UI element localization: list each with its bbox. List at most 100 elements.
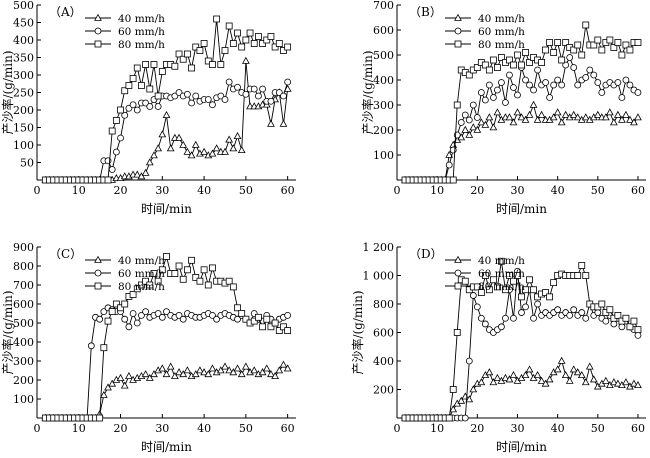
data-point bbox=[586, 66, 594, 74]
data-point bbox=[163, 253, 170, 260]
data-point bbox=[150, 270, 158, 278]
data-point bbox=[221, 362, 229, 370]
data-point bbox=[630, 118, 638, 126]
data-point bbox=[445, 414, 453, 422]
data-point bbox=[188, 99, 195, 107]
data-point bbox=[229, 40, 237, 47]
panel-label: （D） bbox=[409, 247, 443, 261]
x-tick-label: 30 bbox=[510, 184, 524, 197]
x-tick-label: 20 bbox=[470, 184, 484, 197]
data-point bbox=[200, 40, 208, 47]
data-point bbox=[542, 46, 549, 54]
data-point bbox=[225, 22, 233, 30]
data-point bbox=[225, 78, 233, 86]
data-point bbox=[213, 315, 221, 323]
data-point bbox=[170, 371, 179, 379]
data-point bbox=[634, 39, 642, 46]
chart-panel-4: 0 10 20 30 40 50 60 200 400 600 800 1 000 1 200 时间/mi… bbox=[350, 241, 646, 454]
y-tick-label: 500 bbox=[13, 317, 34, 330]
data-point bbox=[481, 320, 489, 328]
data-point bbox=[582, 272, 590, 279]
data-point bbox=[582, 74, 590, 81]
panel-label: （A） bbox=[49, 5, 82, 19]
data-point bbox=[187, 151, 196, 159]
data-point bbox=[494, 283, 501, 291]
data-point bbox=[191, 370, 200, 378]
data-point bbox=[138, 82, 145, 89]
data-point bbox=[121, 300, 129, 308]
data-point bbox=[213, 15, 221, 23]
data-point bbox=[208, 149, 217, 157]
chart-panel-1: 0 10 20 30 40 50 60 50 100 150 200 250 300 350 400 450 5… bbox=[0, 0, 296, 216]
data-point bbox=[142, 61, 150, 68]
data-point bbox=[609, 118, 618, 126]
data-point bbox=[108, 308, 116, 316]
data-point bbox=[630, 379, 638, 387]
y-tick-label: 900 bbox=[13, 241, 34, 254]
data-point bbox=[634, 113, 642, 121]
data-point bbox=[192, 273, 200, 281]
data-point bbox=[179, 275, 187, 283]
data-point bbox=[267, 119, 275, 127]
data-point bbox=[112, 117, 120, 124]
data-point bbox=[477, 89, 485, 96]
data-point bbox=[283, 364, 292, 372]
y-tick-label: 1 200 bbox=[363, 241, 395, 254]
data-point bbox=[557, 356, 566, 364]
data-point bbox=[514, 272, 521, 279]
data-point bbox=[204, 57, 212, 65]
data-point bbox=[574, 272, 582, 279]
data-point bbox=[570, 64, 578, 71]
data-point bbox=[582, 21, 590, 29]
data-point bbox=[267, 33, 275, 40]
legend: 40 mm/h60 mm/h80 mm/h bbox=[445, 255, 525, 293]
data-point bbox=[505, 375, 514, 383]
x-tick-label: 50 bbox=[239, 422, 253, 435]
data-point bbox=[242, 90, 250, 98]
series-square bbox=[401, 257, 642, 422]
x-axis-label: 时间/min bbox=[141, 440, 192, 454]
data-point bbox=[622, 41, 630, 49]
data-point bbox=[221, 96, 229, 103]
data-point bbox=[461, 414, 469, 422]
data-point bbox=[234, 304, 241, 312]
data-point bbox=[183, 147, 192, 155]
data-point bbox=[622, 110, 630, 118]
data-point bbox=[108, 127, 116, 135]
legend: 40 mm/h60 mm/h80 mm/h bbox=[85, 255, 165, 293]
data-point bbox=[229, 368, 238, 376]
data-point bbox=[530, 286, 537, 294]
x-tick-label: 10 bbox=[72, 422, 86, 435]
data-point bbox=[481, 272, 489, 279]
data-point bbox=[538, 59, 545, 66]
data-point bbox=[146, 85, 154, 93]
data-point bbox=[87, 342, 95, 350]
data-point bbox=[498, 54, 505, 61]
data-point bbox=[505, 113, 514, 121]
data-point bbox=[498, 323, 505, 331]
data-point bbox=[461, 111, 469, 119]
data-point bbox=[237, 370, 246, 378]
data-point bbox=[100, 308, 108, 316]
data-point bbox=[108, 166, 116, 173]
data-point bbox=[112, 300, 120, 308]
data-point bbox=[209, 61, 216, 68]
x-tick-label: 0 bbox=[34, 422, 41, 435]
legend-marker bbox=[454, 13, 462, 21]
data-point bbox=[125, 323, 133, 331]
y-tick-label: 350 bbox=[13, 52, 34, 65]
data-point bbox=[510, 314, 517, 322]
data-point bbox=[242, 36, 250, 44]
y-tick-label: 100 bbox=[373, 149, 394, 162]
data-point bbox=[225, 366, 234, 374]
x-tick-label: 60 bbox=[281, 422, 295, 435]
data-point bbox=[622, 378, 630, 386]
data-point bbox=[233, 132, 242, 140]
data-point bbox=[229, 144, 238, 152]
legend-marker bbox=[94, 13, 102, 21]
x-tick-label: 20 bbox=[114, 422, 128, 435]
data-point bbox=[216, 366, 225, 374]
data-point bbox=[449, 405, 458, 413]
y-tick-label: 400 bbox=[373, 74, 394, 87]
